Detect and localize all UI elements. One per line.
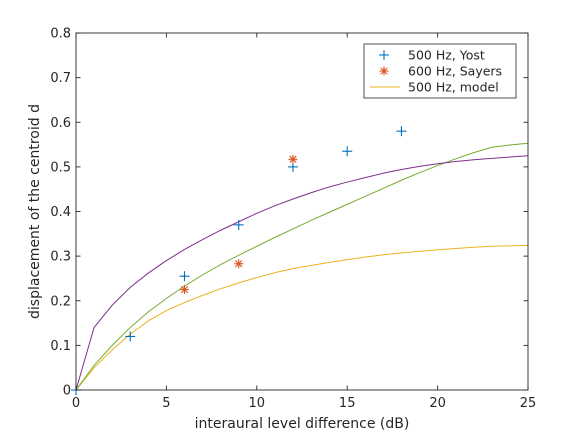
y-tick-label: 0.8	[50, 27, 71, 42]
x-tick-label: 20	[429, 396, 446, 411]
y-tick-label: 0.7	[50, 71, 71, 86]
y-axis-label: displacement of the centroid d	[27, 104, 43, 319]
legend: 500 Hz, Yost 600 Hz, Sayers 500 Hz, mode…	[363, 43, 517, 99]
legend-label-yost: 500 Hz, Yost	[408, 48, 485, 63]
model-curve-1	[75, 142, 529, 391]
axes	[75, 32, 529, 391]
asterisk-marker-icon	[234, 259, 244, 269]
y-tick-label: 0.5	[50, 160, 71, 175]
data-markers	[71, 126, 407, 395]
y-tick-label: 0.2	[50, 294, 71, 309]
y-tick-label: 0.4	[50, 205, 71, 220]
plus-marker-icon	[233, 219, 244, 230]
plus-marker-icon	[125, 331, 136, 342]
legend-box	[363, 43, 517, 99]
legend-entry-sayers: 600 Hz, Sayers	[379, 64, 502, 79]
plus-marker-icon	[179, 271, 190, 282]
asterisk-marker-icon	[179, 285, 189, 295]
x-tick-label: 10	[249, 396, 266, 411]
plus-marker-icon	[342, 146, 353, 157]
x-tick-label: 25	[520, 396, 537, 411]
tick-labels: 0 5 10 15 20 25 0 0.1 0.2 0.3 0.4 0.5 0.6 0.7 0.8	[50, 27, 536, 412]
legend-entry-model: 500 Hz, model	[370, 80, 499, 95]
x-axis-label: interaural level difference (dB)	[195, 416, 410, 432]
y-tick-label: 0.3	[50, 250, 71, 265]
model-curve-0	[75, 244, 529, 391]
y-tick-label: 0.6	[50, 116, 71, 131]
legend-plus-marker-icon	[379, 50, 389, 60]
y-tick-label: 0.1	[50, 339, 71, 354]
legend-label-model: 500 Hz, model	[408, 80, 499, 95]
x-tick-label: 0	[72, 396, 80, 411]
model-curve-2	[75, 155, 529, 391]
legend-asterisk-marker-icon	[379, 66, 389, 76]
y-tick-label: 0	[63, 384, 71, 399]
x-tick-label: 5	[162, 396, 170, 411]
asterisk-marker-icon	[288, 154, 298, 164]
legend-label-sayers: 600 Hz, Sayers	[408, 64, 502, 79]
x-tick-label: 15	[339, 396, 356, 411]
plus-marker-icon	[396, 126, 407, 137]
legend-entry-yost: 500 Hz, Yost	[379, 48, 485, 63]
model-lines	[75, 142, 529, 391]
